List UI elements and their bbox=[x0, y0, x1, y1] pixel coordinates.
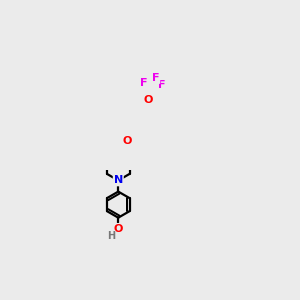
Text: O: O bbox=[114, 224, 123, 234]
Text: O: O bbox=[123, 136, 132, 146]
Text: F: F bbox=[152, 73, 159, 83]
Text: O: O bbox=[143, 95, 153, 105]
Text: N: N bbox=[114, 176, 123, 185]
Text: H: H bbox=[107, 231, 115, 241]
Text: F: F bbox=[140, 78, 147, 88]
Text: F: F bbox=[158, 80, 166, 91]
